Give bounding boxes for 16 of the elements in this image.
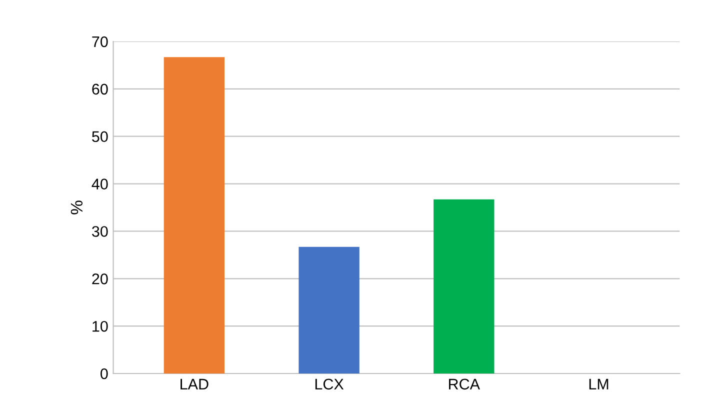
y-axis-title: % [70, 200, 83, 214]
x-tick-label: LAD [180, 378, 208, 390]
bar [164, 57, 225, 374]
y-tick-label: 10 [92, 320, 108, 332]
y-tick-label: 30 [92, 226, 108, 237]
y-tick-label: 40 [92, 178, 108, 190]
bar [434, 199, 494, 374]
y-tick-label: 20 [92, 274, 108, 284]
x-tick-label: RCA [449, 378, 480, 390]
bar [298, 246, 360, 374]
y-tick-label: 50 [92, 131, 108, 142]
y-tick-label: 0 [100, 368, 108, 380]
y-tick-label: 60 [92, 84, 108, 95]
y-tick-label: 70 [92, 36, 108, 48]
x-tick-label: LCX [315, 378, 344, 390]
x-tick-label: LM [589, 378, 608, 390]
